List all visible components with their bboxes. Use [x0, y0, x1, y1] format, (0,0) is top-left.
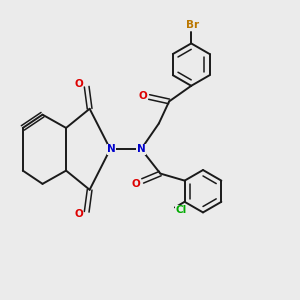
Text: N: N [137, 144, 146, 154]
Text: O: O [132, 179, 140, 190]
Text: Br: Br [186, 20, 199, 30]
Text: O: O [74, 209, 83, 219]
Text: Cl: Cl [176, 206, 187, 215]
Text: O: O [74, 79, 83, 89]
Text: N: N [107, 144, 116, 154]
Text: O: O [138, 91, 147, 100]
